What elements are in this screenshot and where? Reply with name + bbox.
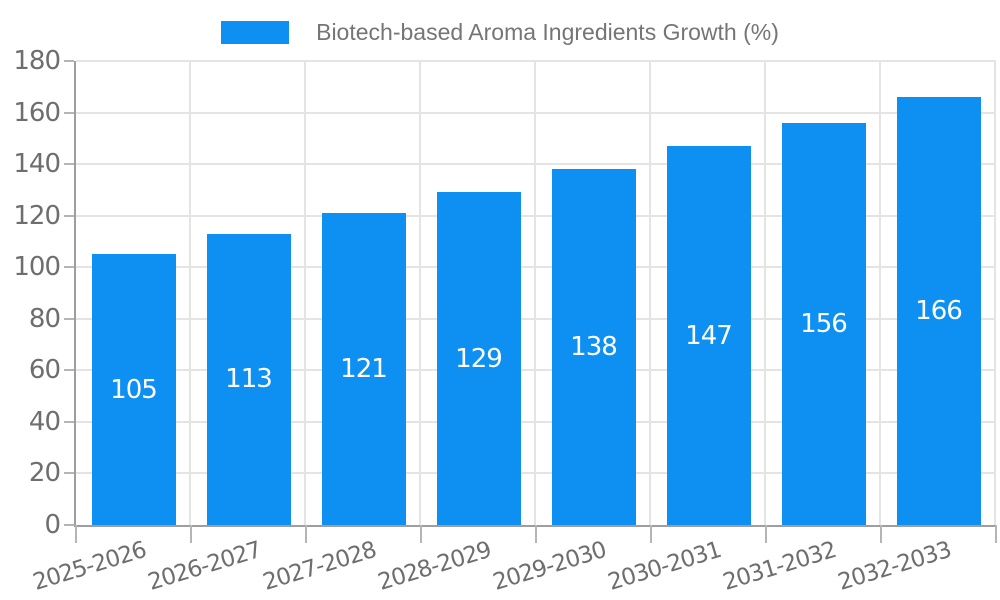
y-axis-tick [64,111,74,114]
y-axis-tick [64,60,74,62]
x-gridline [649,61,651,525]
y-gridline [76,369,996,372]
legend-label: Biotech-based Aroma Ingredients Growth (… [316,19,779,45]
legend-swatch [221,21,290,44]
y-axis-tick-label: 0 [44,510,61,540]
x-axis-category-label: 2027-2028 [260,537,380,596]
y-gridline [76,214,996,217]
y-axis-tick-label: 180 [13,46,61,76]
bar: 105 [91,254,176,525]
x-gridline [994,61,996,525]
bar-value-label: 147 [685,320,733,351]
y-gridline [76,317,996,320]
x-axis-category-label: 2025-2026 [30,537,150,596]
y-gridline [76,163,996,166]
y-axis-tick-label: 120 [13,200,61,231]
x-axis-tick [880,525,882,543]
y-axis-tick [64,472,74,475]
y-axis-tick [64,369,74,372]
legend: Biotech-based Aroma Ingredients Growth (… [0,19,1000,46]
x-axis-tick [190,525,192,543]
bar: 138 [551,169,636,525]
bar-value-label: 121 [340,354,388,385]
y-gridline [76,472,996,475]
bar-value-label: 138 [570,332,618,363]
y-axis-tick-label: 100 [13,252,61,283]
x-axis-tick [305,525,307,543]
y-axis-tick-label: 20 [28,458,61,489]
bar: 147 [666,146,751,525]
y-axis-tick-label: 40 [28,406,61,437]
y-gridline [76,60,996,62]
y-gridline [76,266,996,269]
y-axis-tick-label: 80 [28,303,61,334]
bar-value-label: 129 [455,343,503,374]
y-gridline [76,111,996,114]
y-axis-tick [64,420,74,423]
x-gridline [304,61,306,525]
y-axis-tick-label: 140 [13,149,61,180]
y-axis-tick [64,524,74,526]
x-gridline [534,61,536,525]
y-axis-tick [64,266,74,269]
x-axis-tick [535,525,537,543]
x-gridline [879,61,881,525]
y-axis-tick-label: 160 [13,97,61,128]
x-axis-category-label: 2031-2032 [720,537,840,596]
bar-value-label: 166 [915,296,963,327]
bar: 166 [896,97,981,525]
plot-area: 0 20 40 60 80 100 120 140 160 180 105 113 121 129 138 1… [13,46,997,596]
x-axis-category-label: 2028-2029 [375,537,495,596]
y-axis-tick [64,163,74,166]
x-axis-category-label: 2030-2031 [605,537,725,596]
bar: 121 [321,213,406,525]
y-axis-tick [64,214,74,217]
bar: 156 [781,122,866,525]
x-gridline [189,61,191,525]
bar-value-label: 156 [800,308,848,339]
x-gridline [764,61,766,525]
bar-value-label: 113 [225,364,273,395]
x-axis-tick [75,525,77,543]
bar: 113 [206,233,291,525]
y-gridline [76,420,996,423]
x-gridline [419,61,421,525]
x-axis-tick [765,525,767,543]
x-axis-category-label: 2029-2030 [490,537,610,596]
x-axis-tick [650,525,652,543]
y-axis-tick-label: 60 [28,355,61,386]
x-axis-category-label: 2032-2033 [835,537,955,596]
x-axis-category-label: 2026-2027 [145,537,265,596]
x-axis-tick [995,525,997,543]
x-axis-tick [420,525,422,543]
bar: 129 [436,192,521,525]
bar-value-label: 105 [110,374,158,405]
y-axis-tick [64,317,74,320]
